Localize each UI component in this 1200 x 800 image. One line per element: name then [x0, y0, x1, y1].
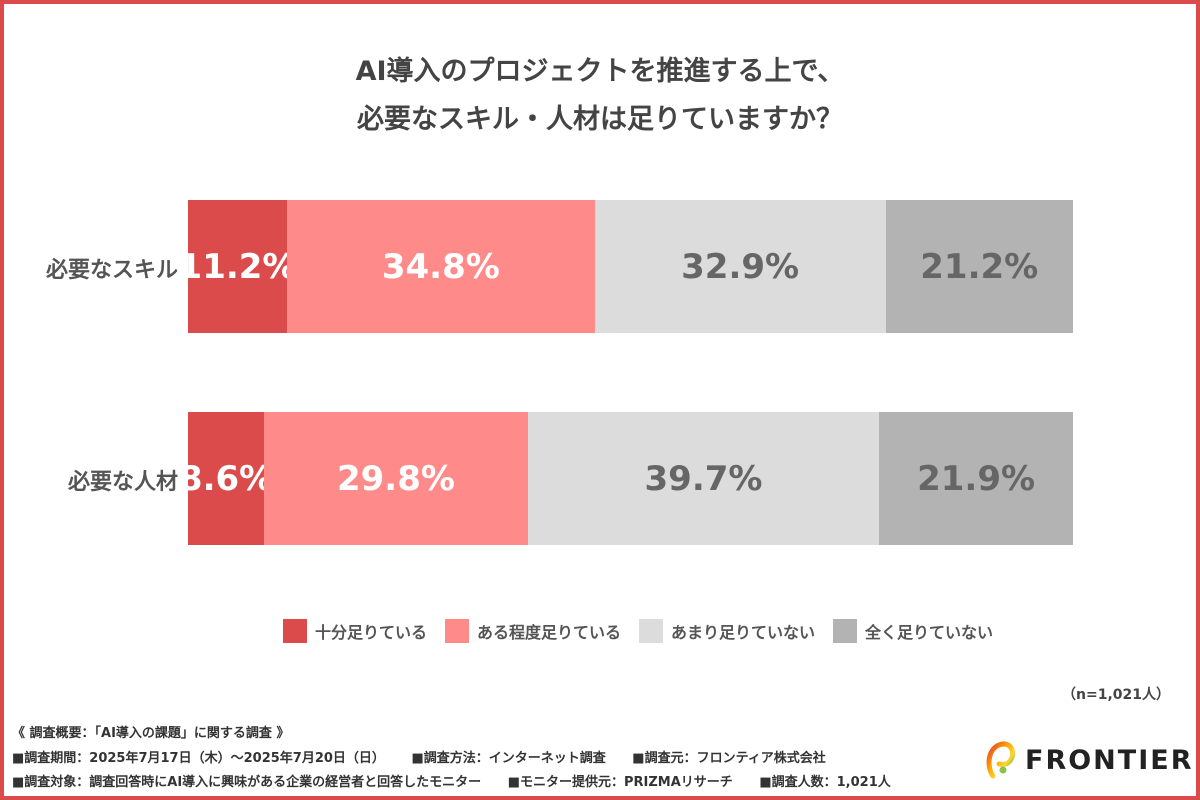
title-line-1: AI導入のプロジェクトを推進する上で、	[355, 56, 845, 87]
data-label: 11.2%	[178, 246, 297, 287]
bar-segment: 39.7%	[527, 412, 880, 545]
legend-swatch	[283, 619, 307, 643]
data-label: 29.8%	[336, 458, 455, 499]
title-line-2: 必要なスキル・人材は足りていますか？	[357, 104, 843, 135]
legend-label: ある程度足りている	[477, 623, 622, 642]
bar-segment: 21.2%	[885, 200, 1073, 333]
data-label: 32.9%	[681, 246, 800, 287]
bar-segment: 34.8%	[287, 200, 595, 333]
legend-item: 全く足りていない	[833, 619, 993, 643]
survey-target: ■調査対象：調査回答時にAI導入に興味がある企業の経営者と回答したモニター	[12, 775, 482, 790]
frontier-logo-icon	[986, 741, 1016, 779]
legend: 十分足りている ある程度足りている あまり足りていない 全く足りていない	[283, 619, 993, 643]
data-label: 34.8%	[381, 246, 500, 287]
legend-swatch	[639, 619, 664, 643]
survey-period: ■調査期間：2025年7月17日（木）～2025年7月20日（日）	[12, 751, 385, 766]
legend-label: あまり足りていない	[671, 623, 816, 642]
legend-item: ある程度足りている	[445, 619, 621, 643]
frontier-logo: FRONTIER	[985, 740, 1193, 780]
bar-segment: 21.9%	[879, 412, 1073, 545]
stacked-bar-skill: 11.2% 34.8% 32.9% 21.2%	[179, 200, 1073, 333]
monitor-provider: ■モニター提供元：PRIZMAリサーチ	[507, 775, 733, 790]
legend-label: 十分足りている	[315, 623, 428, 642]
data-label: 8.6%	[178, 458, 274, 499]
bar-segment: 11.2%	[179, 200, 297, 333]
row-label: 必要な人材	[67, 470, 178, 495]
bar-segment: 8.6%	[179, 412, 273, 545]
data-label: 21.2%	[920, 246, 1039, 287]
row-label: 必要なスキル	[45, 258, 178, 283]
legend-item: 十分足りている	[283, 619, 427, 643]
survey-line-1: ■調査期間：2025年7月17日（木）～2025年7月20日（日） ■調査方法：…	[12, 747, 848, 766]
survey-source: ■調査元：フロンティア株式会社	[632, 751, 826, 766]
chart-title: AI導入のプロジェクトを推進する上で、 必要なスキル・人材は足りていますか？	[0, 48, 1200, 144]
survey-count: ■調査人数：1,021人	[759, 775, 891, 790]
logo-text: FRONTIER	[1025, 744, 1194, 776]
legend-swatch	[445, 619, 470, 643]
survey-heading: 《 調査概要：「AI導入の課題」に関する調査 》	[12, 726, 290, 741]
bar-segment: 32.9%	[594, 200, 886, 333]
legend-item: あまり足りていない	[639, 619, 815, 643]
legend-label: 全く足りていない	[865, 623, 994, 642]
bar-segment: 29.8%	[264, 412, 528, 545]
data-label: 39.7%	[644, 458, 763, 499]
survey-method: ■調査方法：インターネット調査	[411, 751, 606, 766]
legend-swatch	[833, 619, 858, 643]
data-label: 21.9%	[917, 458, 1036, 499]
survey-line-2: ■調査対象：調査回答時にAI導入に興味がある企業の経営者と回答したモニター ■モ…	[12, 771, 913, 790]
sample-size-note: （n=1,021人）	[1062, 687, 1170, 703]
stacked-bar-talent: 8.6% 29.8% 39.7% 21.9%	[179, 412, 1073, 545]
